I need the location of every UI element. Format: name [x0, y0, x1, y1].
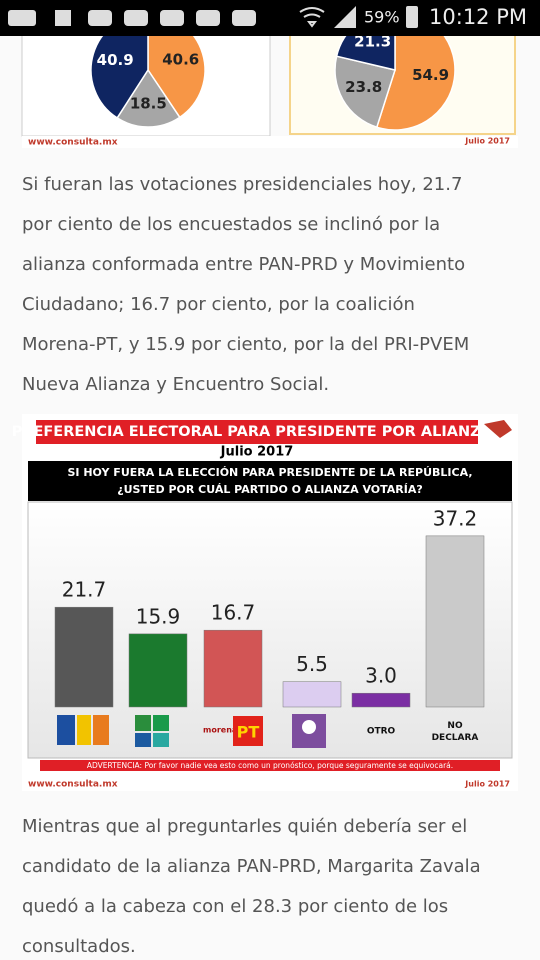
paragraph: Mientras que al preguntarles quién deber…: [22, 816, 481, 957]
pie-slice: [334, 55, 396, 129]
question: SI HOY FUERA LA ELECCIÓN PARA PRESIDENTE…: [68, 466, 473, 479]
paragraph-line: consultados.: [22, 936, 136, 957]
bars: 21.7 15.9 16.7 5.5 3.0 OTRO 37.2 NO DECLARA: [54, 506, 485, 743]
value-label: 15.9: [136, 604, 181, 628]
chart-subtitle: Julio 2017: [220, 445, 294, 460]
source: www.consulta.mx: [28, 138, 118, 148]
category-label: OTRO: [367, 727, 396, 737]
bar: [351, 692, 411, 708]
date: Julio 2017: [464, 137, 510, 146]
category-label: NO DECLARA: [432, 721, 479, 743]
pie-slice: [116, 68, 181, 128]
bar: [425, 535, 485, 708]
paragraph-line: Nueva Alianza y Encuentro Social.: [22, 374, 329, 395]
clock: 10:12 PM: [429, 5, 527, 29]
chart-title: PREFERENCIA ELECTORAL PARA PRESIDENTE PO…: [12, 424, 503, 440]
source: www.consulta.mx: [28, 780, 118, 790]
paragraph-line: quedó a la cabeza con el 28.3 por ciento…: [22, 896, 448, 917]
paragraph: Si fueran las votaciones presidenciales …: [22, 174, 469, 395]
bar: [203, 629, 263, 708]
title-bar: [36, 420, 478, 444]
image-footer: [22, 136, 518, 148]
logo: [484, 420, 512, 438]
slice-label: 21.3: [354, 32, 391, 50]
slice-label: 23.8: [345, 78, 382, 96]
bar: [128, 633, 188, 708]
slice-label: 18.5: [130, 95, 167, 113]
question: ¿USTED POR CUÁL PARTIDO O ALIANZA VOTARÍ…: [117, 483, 423, 496]
paragraph-line: Ciudadano; 16.7 por ciento, por la coali…: [22, 294, 415, 315]
warning: ADVERTENCIA: Por favor nadie vea esto co…: [87, 761, 453, 770]
pies: 40.6 18.5 40.9 54.9 23.8 21.3: [90, 9, 456, 131]
paragraph-line: Mientras que al preguntarles quién deber…: [22, 816, 467, 837]
value-label: 3.0: [365, 664, 397, 688]
date: Julio 2017: [464, 780, 510, 789]
status-icons: [8, 6, 418, 28]
value-label: 5.5: [296, 652, 328, 676]
svg-text:morena: morena: [203, 726, 237, 735]
party-logos: morena PT: [57, 714, 326, 748]
bar: [282, 681, 342, 708]
warning-bar: [40, 760, 500, 771]
paragraph-line: por ciento de los encuestados se inclinó…: [22, 214, 440, 235]
value-label: 21.7: [62, 578, 107, 602]
slice-label: 40.6: [162, 51, 199, 69]
value-label: 37.2: [433, 506, 478, 530]
slice-label: 40.9: [97, 51, 134, 69]
paragraph-line: alianza conformada entre PAN-PRD y Movim…: [22, 254, 465, 275]
svg-text:PT: PT: [237, 723, 260, 742]
value-label: 16.7: [211, 601, 256, 625]
paragraph-line: candidato de la alianza PAN-PRD, Margari…: [22, 856, 481, 877]
bar: [54, 606, 114, 708]
paragraph-line: Si fueran las votaciones presidenciales …: [22, 174, 462, 195]
slice-label: 54.9: [412, 66, 449, 84]
paragraph-line: Morena-PT, y 15.9 por ciento, por la del…: [22, 334, 469, 355]
battery: 59%: [364, 8, 400, 27]
question-bar: [28, 461, 512, 501]
